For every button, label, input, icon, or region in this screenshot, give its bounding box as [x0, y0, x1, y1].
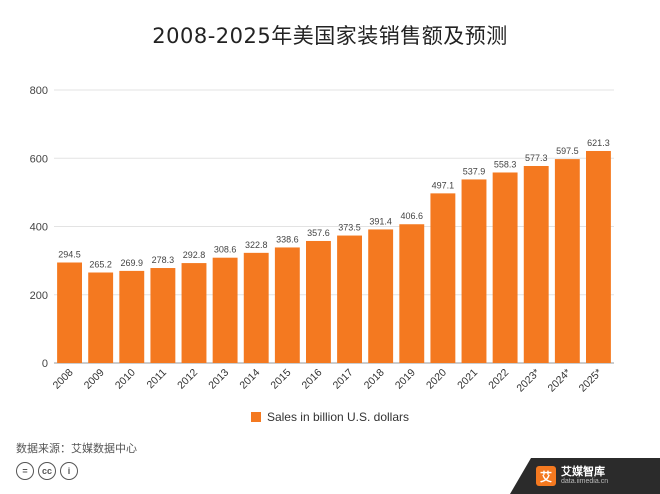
bar — [337, 235, 362, 363]
bar — [150, 268, 176, 363]
x-tick-label: 2008 — [51, 367, 76, 392]
bar — [181, 263, 207, 363]
bar — [274, 247, 300, 363]
data-label: 265.2 — [89, 260, 112, 270]
bar — [554, 159, 580, 363]
data-label: 357.6 — [307, 228, 330, 238]
bar — [88, 272, 114, 363]
data-source: 数据来源：艾媒数据中心 — [16, 442, 137, 455]
y-tick-label: 200 — [30, 290, 48, 302]
x-tick-label: 2012 — [175, 367, 200, 392]
bar — [368, 229, 394, 363]
x-tick-label: 2016 — [300, 367, 325, 392]
data-label: 292.8 — [183, 250, 206, 260]
data-label: 308.6 — [214, 245, 237, 255]
data-label: 558.3 — [494, 159, 517, 169]
bar — [461, 179, 487, 363]
bar — [523, 165, 549, 363]
brand-name: 艾媒智库 — [561, 465, 605, 479]
y-tick-label: 800 — [30, 85, 48, 97]
bar — [306, 240, 331, 363]
y-tick-label: 600 — [30, 153, 48, 165]
brand-mark-icon: 艾 — [536, 466, 556, 486]
bar — [430, 193, 456, 363]
data-label: 406.6 — [401, 211, 424, 221]
data-label: 597.5 — [556, 146, 579, 156]
data-label: 391.4 — [369, 216, 392, 226]
data-label: 497.1 — [432, 180, 455, 190]
data-label: 373.5 — [338, 223, 361, 233]
x-tick-label: 2011 — [145, 367, 170, 392]
data-label: 621.3 — [587, 138, 610, 148]
data-label: 322.8 — [245, 240, 268, 250]
x-tick-label: 2015 — [268, 367, 293, 392]
x-tick-label: 2024* — [546, 367, 574, 395]
y-tick-label: 400 — [30, 222, 48, 234]
x-tick-label: 2017 — [331, 367, 356, 392]
x-tick-label: 2009 — [82, 367, 107, 392]
x-tick-label: 2013 — [206, 367, 231, 392]
bar — [119, 270, 145, 363]
bar — [399, 224, 425, 363]
bar-chart: 0 200 400 600 800 294.5 2008 265.2 2009 269.9 2010… — [30, 85, 614, 395]
x-tick-label: 2021 — [455, 367, 480, 392]
attribution-icon: i — [60, 462, 78, 480]
bar — [243, 252, 269, 363]
x-tick-label: 2010 — [113, 367, 138, 392]
x-tick-label: 2014 — [237, 367, 262, 392]
bar — [586, 150, 611, 363]
x-tick-label: 2023* — [514, 367, 542, 395]
x-tick-label: 2020 — [424, 367, 449, 392]
x-tick-label: 2019 — [393, 367, 418, 392]
y-tick-label: 0 — [42, 358, 48, 370]
data-label: 269.9 — [121, 258, 144, 268]
x-tick-label: 2025* — [577, 367, 605, 395]
chart-title: 2008-2025年美国家装销售额及预测 — [152, 24, 508, 48]
creative-commons-icon: cc — [38, 462, 56, 480]
equal-icon: = — [16, 462, 34, 480]
x-tick-label: 2022 — [486, 367, 511, 392]
data-label: 338.6 — [276, 234, 299, 244]
data-label: 278.3 — [152, 255, 175, 265]
bar — [57, 262, 82, 363]
legend-label: Sales in billion U.S. dollars — [266, 410, 410, 424]
data-label: 294.5 — [58, 250, 81, 260]
brand-logo: 艾 艾媒智库 data.iimedia.cn — [510, 458, 660, 494]
bar — [212, 257, 238, 363]
brand-url: data.iimedia.cn — [561, 478, 609, 486]
x-tick-label: 2018 — [362, 367, 387, 392]
bar — [492, 172, 518, 363]
license-icons: = cc i — [16, 462, 78, 480]
chart-legend: Sales in billion U.S. dollars — [0, 410, 660, 424]
data-label: 577.3 — [525, 153, 548, 163]
data-label: 537.9 — [463, 166, 486, 176]
legend-swatch — [250, 412, 261, 422]
